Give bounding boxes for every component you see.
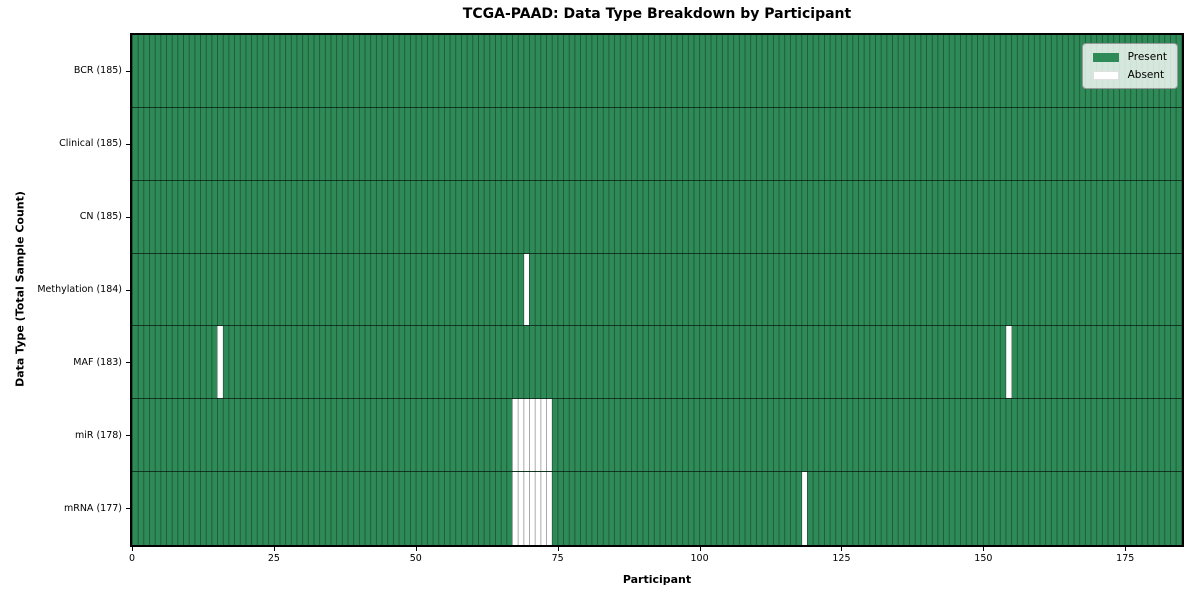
y-tick-mark	[126, 435, 130, 437]
y-tick-mark	[126, 216, 130, 218]
absent-cell	[540, 399, 547, 472]
x-axis-title: Participant	[622, 573, 692, 586]
x-tick-mark	[132, 547, 133, 551]
absent-cell	[512, 472, 518, 545]
row-maf	[132, 326, 1182, 400]
y-tick-label: MAF (183)	[73, 356, 122, 368]
x-tick-mark	[841, 547, 843, 551]
x-tick-label: 0	[128, 553, 136, 564]
x-tick-mark	[415, 547, 417, 551]
row-cn	[132, 180, 1182, 254]
absent-cell	[540, 472, 547, 545]
x-tick-label: 125	[832, 553, 851, 564]
legend-present-label: Present	[1127, 51, 1167, 63]
absent-cell	[523, 472, 530, 545]
legend: Present Absent	[1081, 43, 1178, 89]
absent-cell	[523, 399, 530, 472]
absent-swatch	[1092, 70, 1119, 80]
y-tick-label: Methylation (184)	[37, 284, 122, 295]
y-tick-mark	[126, 70, 130, 72]
legend-absent-label: Absent	[1127, 69, 1165, 81]
absent-cell	[517, 472, 524, 545]
y-tick-label: mRNA (177)	[63, 502, 122, 514]
row-methylation	[132, 253, 1182, 327]
legend-item-present: Present	[1092, 51, 1167, 63]
x-axis: 0 25 50 75 100 125 150 175	[128, 547, 1182, 577]
y-tick-label: Clinical (185)	[59, 138, 122, 150]
row-mir	[132, 399, 1182, 473]
x-tick-label: 175	[1116, 553, 1135, 564]
x-tick-mark	[699, 547, 701, 551]
absent-cell	[801, 472, 808, 545]
x-tick-label: 50	[409, 553, 422, 564]
chart-title: TCGA-PAAD: Data Type Breakdown by Partic…	[462, 6, 852, 22]
absent-cell	[523, 253, 530, 326]
absent-cell	[546, 472, 552, 545]
x-tick-label: 150	[974, 553, 993, 564]
y-tick-mark	[126, 362, 130, 364]
y-tick-label: CN (185)	[79, 211, 122, 223]
x-tick-mark	[557, 547, 559, 551]
y-tick-mark	[126, 289, 130, 291]
row-mrna	[132, 472, 1182, 545]
absent-cell	[529, 399, 535, 472]
absent-cell	[512, 399, 518, 472]
x-tick-mark	[983, 547, 985, 551]
heatmap-rows	[132, 35, 1182, 545]
present-swatch	[1092, 52, 1119, 62]
plot-area: Present Absent	[130, 33, 1184, 547]
absent-cell	[546, 399, 552, 472]
y-tick-mark	[126, 508, 130, 510]
absent-cell	[534, 399, 541, 472]
y-tick-mark	[126, 143, 130, 145]
absent-cell	[517, 399, 524, 472]
row-bcr	[132, 35, 1182, 108]
legend-item-absent: Absent	[1092, 69, 1167, 81]
y-axis: BCR (185) Clinical (185) CN (185) Methylati…	[0, 35, 130, 545]
absent-cell	[1006, 326, 1012, 399]
absent-cell	[529, 472, 535, 545]
absent-cell	[217, 326, 223, 399]
x-tick-label: 25	[267, 553, 280, 564]
y-tick-label: BCR (185)	[73, 65, 122, 77]
x-tick-mark	[1125, 547, 1127, 551]
y-tick-label: miR (178)	[74, 429, 122, 441]
row-clinical	[132, 107, 1182, 181]
x-tick-mark	[273, 547, 275, 551]
x-tick-label: 100	[690, 553, 709, 564]
x-tick-label: 75	[551, 553, 564, 564]
absent-cell	[534, 472, 541, 545]
